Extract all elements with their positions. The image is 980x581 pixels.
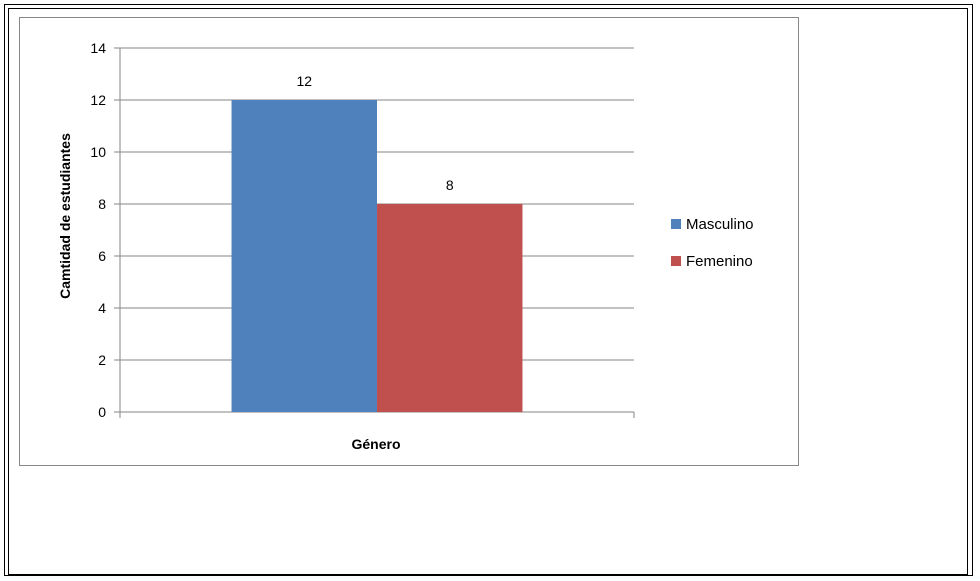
legend: Masculino Femenino [671, 216, 754, 270]
y-tick-label: 14 [90, 40, 106, 56]
y-axis-title: Camtidad de estudiantes [57, 133, 73, 299]
y-tick-label: 10 [90, 144, 106, 160]
data-label: 12 [296, 73, 312, 89]
page-inner-border [8, 8, 968, 575]
y-tick-label: 12 [90, 92, 106, 108]
x-axis-title: Género [351, 436, 400, 452]
chart-container: 0 2 4 6 8 10 12 14 12 8 Camtidad de estudiantes G… [19, 17, 799, 466]
bar-femenino [377, 204, 523, 412]
data-label: 8 [446, 177, 454, 193]
y-tick-label: 0 [98, 404, 106, 420]
legend-swatch [671, 219, 681, 229]
bar-chart: 0 2 4 6 8 10 12 14 12 8 Camtidad de estudiantes G… [57, 40, 754, 452]
y-tick-label: 2 [98, 352, 106, 368]
y-tick-label: 4 [98, 300, 106, 316]
legend-swatch [671, 256, 681, 266]
bar-masculino [231, 100, 377, 412]
y-tick-label: 8 [98, 196, 106, 212]
y-tick-label: 6 [98, 248, 106, 264]
legend-label: Masculino [686, 216, 754, 233]
legend-label: Femenino [686, 253, 753, 270]
page-outer-border [4, 4, 973, 576]
